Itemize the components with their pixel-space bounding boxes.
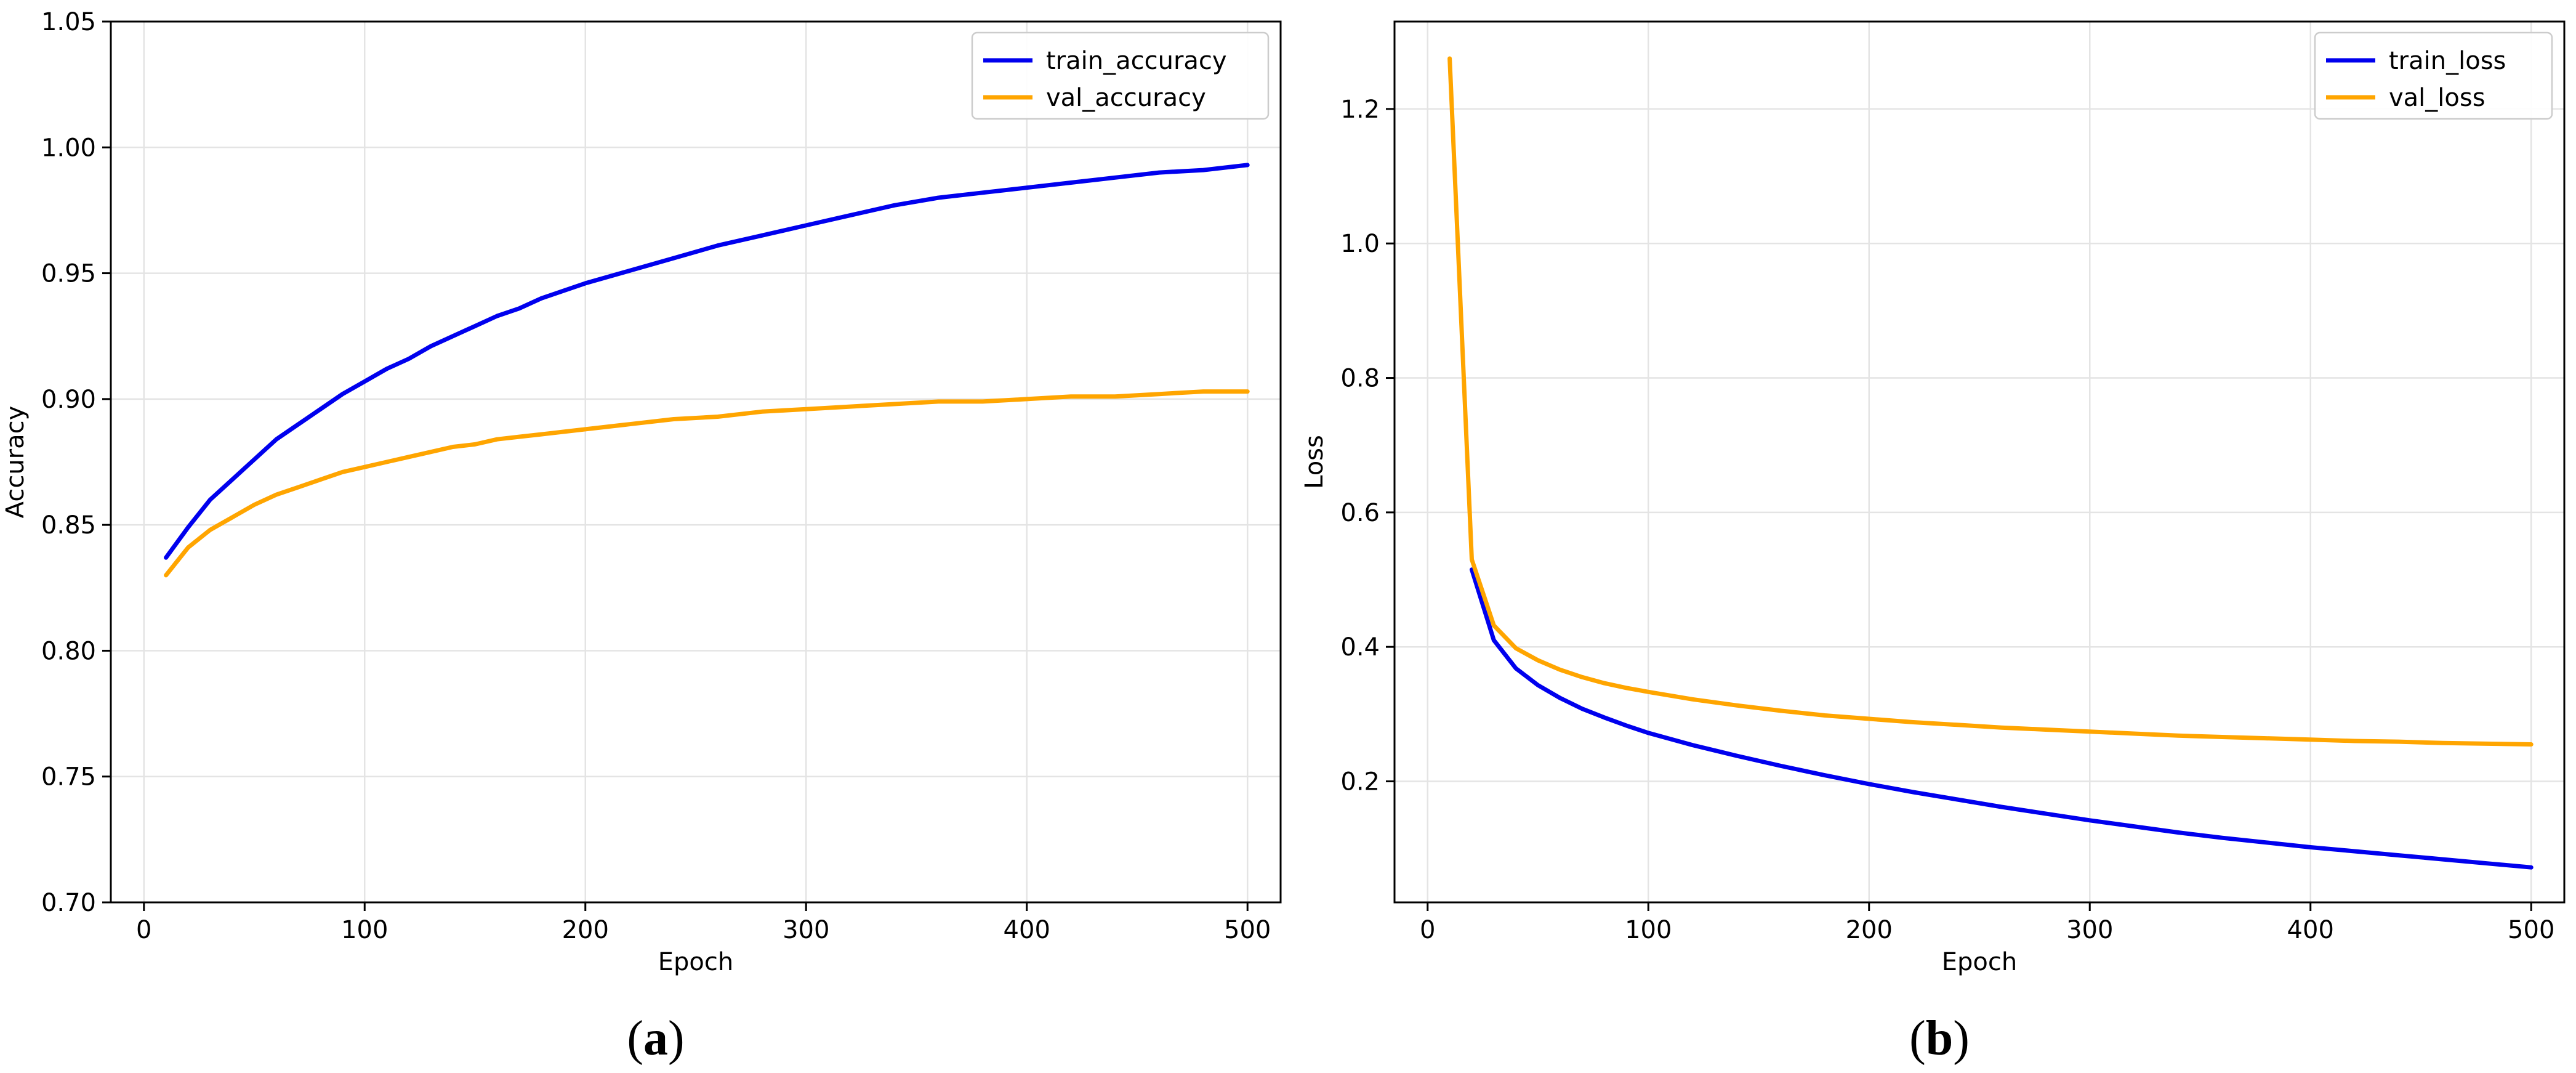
legend-entry-train_accuracy: train_accuracy <box>1046 47 1227 75</box>
x-tick-label: 300 <box>2066 916 2113 944</box>
y-tick-label: 1.2 <box>1340 95 1380 124</box>
x-tick-label: 500 <box>1224 916 1271 944</box>
y-tick-label: 0.90 <box>41 386 96 414</box>
legend-entry-val_accuracy: val_accuracy <box>1046 84 1206 112</box>
x-tick-label: 400 <box>1004 916 1050 944</box>
x-tick-label: 300 <box>783 916 829 944</box>
y-tick-label: 0.80 <box>41 637 96 665</box>
legend-box <box>971 31 1270 120</box>
plot-area-frame <box>1393 20 2566 904</box>
y-tick-label: 0.85 <box>41 511 96 540</box>
x-tick-label: 100 <box>1625 916 1672 944</box>
panel-label: (a) <box>627 1011 684 1066</box>
plot-area-frame <box>110 20 1282 904</box>
x-tick-label: 500 <box>2508 916 2554 944</box>
x-tick-label: 0 <box>136 916 151 944</box>
legend: train_loss val_loss <box>2314 31 2553 120</box>
series-line-val_loss <box>1447 56 2534 747</box>
chart-panel-a: 0 100 200 300 400 500 0.70 0.75 0.80 0.85 0.90 0.95… <box>1 8 1282 1066</box>
y-axis-label: Loss <box>1300 435 1329 489</box>
y-axis-label: Accuracy <box>1 406 30 519</box>
x-tick-label: 400 <box>2287 916 2334 944</box>
series-line-train_accuracy <box>164 163 1250 560</box>
x-tick-label: 0 <box>1420 916 1435 944</box>
y-tick-label: 0.4 <box>1340 633 1380 662</box>
legend: train_accuracy val_accuracy <box>971 31 1270 120</box>
series-line-train_loss <box>1470 567 2534 870</box>
y-tick-label: 0.75 <box>41 763 96 792</box>
y-tick-label: 0.95 <box>41 260 96 288</box>
y-tick-label: 1.0 <box>1340 230 1380 258</box>
legend-entry-val_loss: val_loss <box>2389 84 2485 112</box>
series-line-val_accuracy <box>164 389 1250 578</box>
x-tick-label: 100 <box>341 916 388 944</box>
y-tick-label: 0.6 <box>1340 499 1380 527</box>
y-tick-label: 1.05 <box>41 8 96 36</box>
y-tick-label: 0.70 <box>41 889 96 917</box>
panel-label: (b) <box>1909 1011 1970 1066</box>
chart-panel-b: 0 100 200 300 400 500 0.2 0.4 0.6 0.8 1.0 1.2 Epoch L… <box>1300 20 2566 1066</box>
x-axis-label: Epoch <box>658 948 733 976</box>
legend-entry-train_loss: train_loss <box>2389 47 2506 75</box>
y-tick-label: 1.00 <box>41 134 96 162</box>
y-tick-label: 0.8 <box>1340 365 1380 393</box>
y-tick-label: 0.2 <box>1340 768 1380 796</box>
x-tick-label: 200 <box>562 916 609 944</box>
x-tick-label: 200 <box>1846 916 1893 944</box>
x-axis-label: Epoch <box>1942 948 2017 976</box>
